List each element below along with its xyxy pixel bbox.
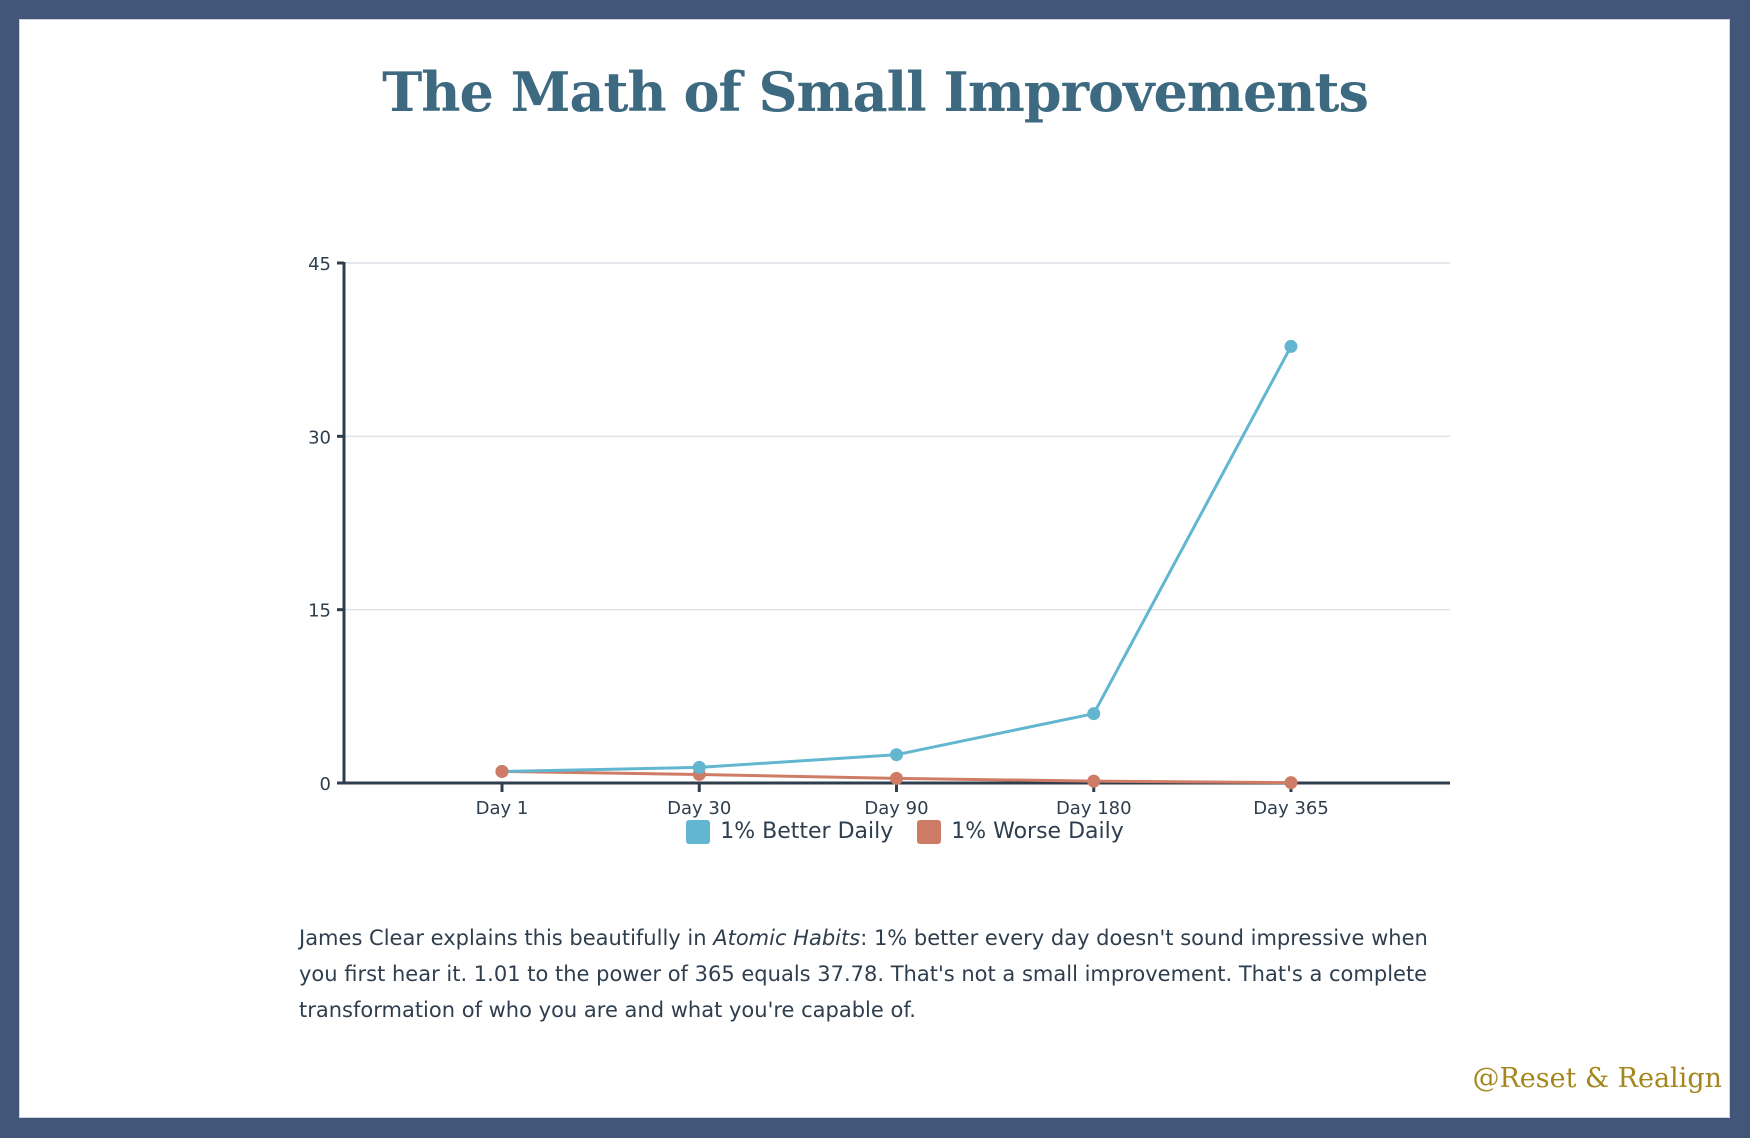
data-point[interactable]	[495, 764, 509, 778]
y-tick-label: 30	[308, 427, 331, 448]
legend-swatch-better	[686, 819, 711, 844]
data-point[interactable]	[890, 771, 903, 785]
data-point[interactable]	[692, 760, 706, 774]
paragraph-rest: : 1% better every day doesn't sound impr…	[299, 926, 1428, 1022]
legend-item-worse[interactable]: 1% Worse Daily	[917, 819, 1124, 844]
series-line	[501, 345, 1293, 773]
gridlines	[344, 262, 1450, 611]
explanation-paragraph: James Clear explains this beautifully in…	[299, 920, 1449, 1028]
series-group	[495, 339, 1298, 790]
legend-item-better[interactable]: 1% Better Daily	[686, 819, 893, 844]
data-point[interactable]	[1284, 339, 1298, 353]
x-axis-ticks: Day 1 Day 30 Day 90 Day 180 Day 365	[476, 783, 1329, 819]
content-card	[19, 19, 1730, 1118]
x-tick-label: Day 30	[667, 798, 731, 819]
y-tick-label: 45	[308, 254, 331, 275]
paragraph-intro: James Clear explains this beautifully in	[299, 926, 714, 950]
legend: 1% Better Daily 1% Worse Daily	[30, 819, 1750, 844]
data-point[interactable]	[1284, 776, 1298, 790]
x-tick-label: Day 1	[476, 798, 529, 819]
data-point[interactable]	[1087, 707, 1101, 721]
legend-label-worse: 1% Worse Daily	[951, 819, 1124, 844]
data-point[interactable]	[890, 748, 903, 762]
legend-label-better: 1% Better Daily	[720, 819, 894, 844]
x-tick-label: Day 180	[1056, 798, 1132, 819]
book-title: Atomic Habits	[713, 926, 861, 950]
legend-swatch-worse	[917, 819, 942, 844]
x-tick-label: Day 90	[864, 798, 928, 819]
x-tick-label: Day 365	[1253, 798, 1329, 819]
y-tick-label: 15	[308, 601, 331, 622]
data-point[interactable]	[1087, 774, 1101, 788]
y-axis-ticks: 0 15 30 45	[308, 254, 344, 795]
series-worse	[495, 764, 1298, 790]
page-title: The Math of Small Improvements	[382, 60, 1369, 124]
watermark: @Reset & Realign	[1472, 1063, 1722, 1094]
series-better	[495, 339, 1298, 778]
y-tick-label: 0	[320, 774, 331, 795]
